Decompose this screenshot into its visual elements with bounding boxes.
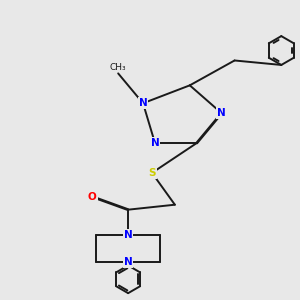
Text: O: O	[88, 192, 97, 202]
Text: N: N	[124, 257, 133, 267]
Text: CH₃: CH₃	[110, 63, 127, 72]
Text: N: N	[124, 230, 133, 239]
Text: S: S	[148, 168, 156, 178]
Text: N: N	[151, 138, 159, 148]
Text: N: N	[124, 230, 133, 239]
Text: N: N	[217, 108, 226, 118]
Text: N: N	[139, 98, 147, 108]
